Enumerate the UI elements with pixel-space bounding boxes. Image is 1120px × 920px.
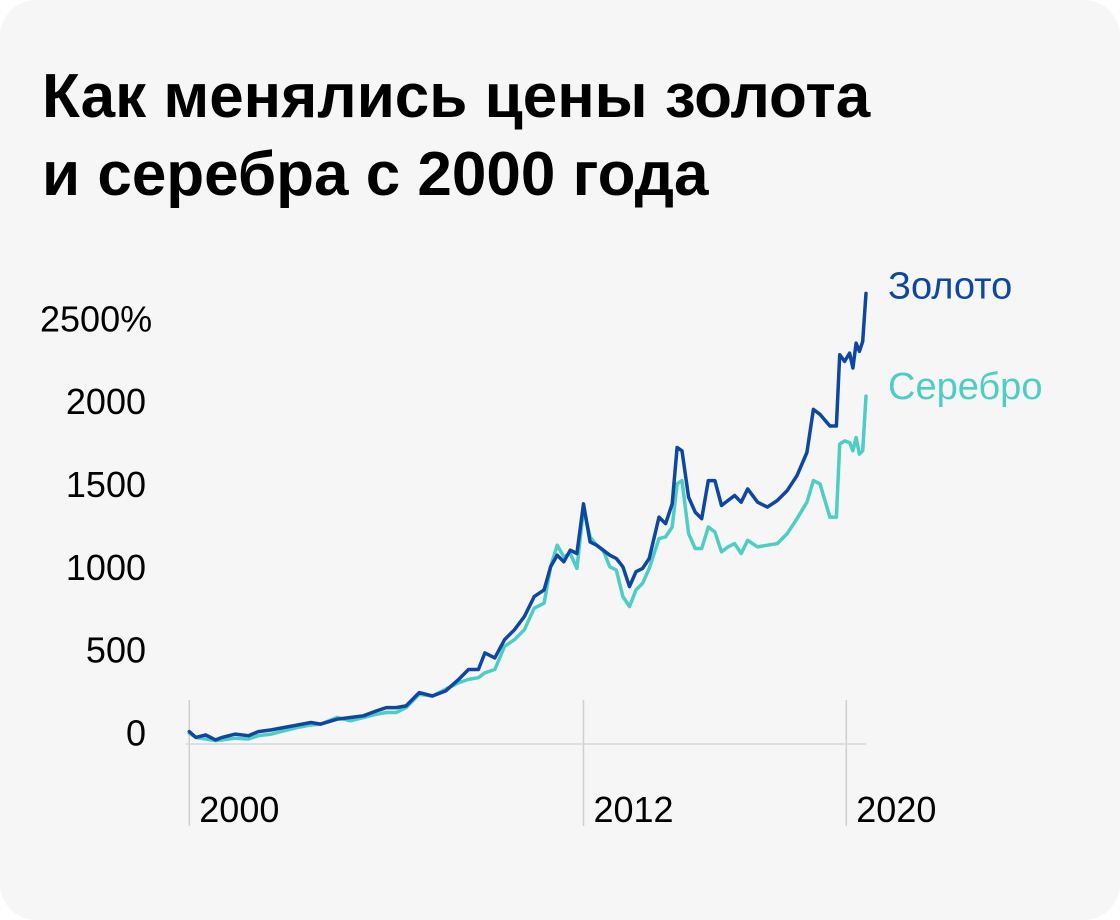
y-tick-label: 1000 <box>66 547 146 588</box>
series-line-gold <box>187 291 868 742</box>
y-tick-label: 0 <box>126 712 146 753</box>
x-tick-label: 2020 <box>856 789 936 830</box>
chart-title-line-2: и серебра с 2000 года <box>42 140 709 209</box>
chart-title-line-1: Как менялись цены золота <box>42 62 871 131</box>
vertical-gridlines <box>188 700 848 826</box>
series-labels: Золото Серебро <box>888 265 1042 408</box>
y-tick-label: 2000 <box>66 381 146 422</box>
series-line-silver <box>187 394 868 743</box>
series-label-silver: Серебро <box>888 366 1042 408</box>
y-tick-label: 1500 <box>66 464 146 505</box>
series-lines <box>187 291 868 743</box>
x-tick-labels: 2000 2012 2020 <box>199 789 936 830</box>
y-tick-label: 500 <box>86 630 146 671</box>
y-tick-label: 2500% <box>40 298 152 339</box>
x-tick-label: 2012 <box>593 789 673 830</box>
chart-title: Как менялись цены золота и серебра с 200… <box>42 58 1082 214</box>
x-tick-label: 2000 <box>199 789 279 830</box>
series-label-gold: Золото <box>888 265 1012 307</box>
y-tick-labels: 0 500 1000 1500 2000 2500% <box>40 298 152 753</box>
